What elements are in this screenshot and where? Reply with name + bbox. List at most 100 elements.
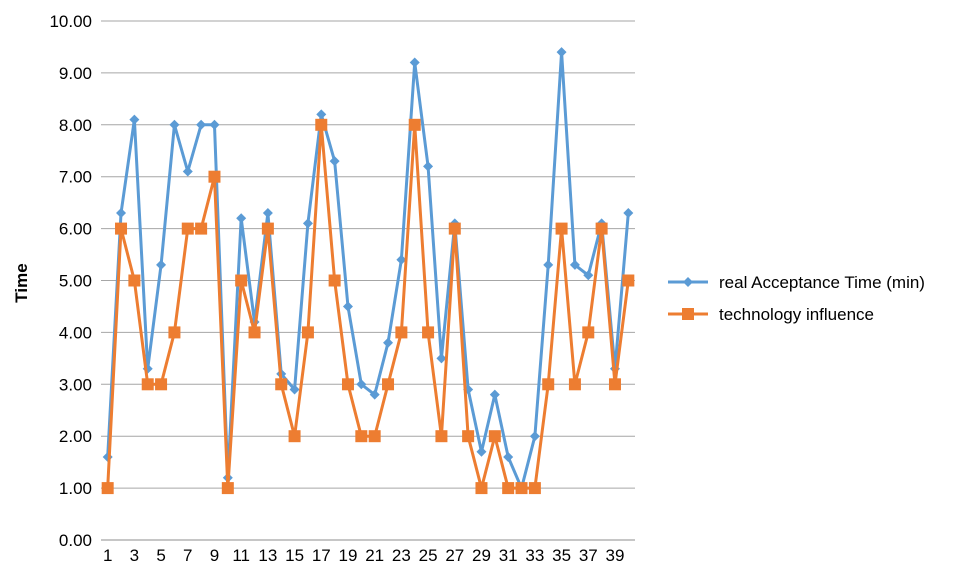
data-point-real-acceptance-time [262, 208, 273, 219]
x-tick-label: 23 [392, 546, 411, 565]
y-tick-label: 10.00 [49, 12, 92, 31]
legend-marker-technology-influence [682, 308, 694, 320]
y-tick-label: 4.00 [59, 323, 92, 342]
x-tick-label: 33 [525, 546, 544, 565]
data-point-real-acceptance-time [116, 208, 127, 219]
data-point-technology-influence [595, 222, 608, 235]
data-point-technology-influence [355, 430, 368, 443]
data-point-real-acceptance-time [329, 156, 340, 167]
data-point-real-acceptance-time [302, 218, 313, 229]
y-tick-label: 1.00 [59, 479, 92, 498]
x-tick-label: 37 [579, 546, 598, 565]
data-point-real-acceptance-time [503, 451, 514, 462]
data-point-real-acceptance-time [369, 389, 380, 400]
legend-label-technology-influence: technology influence [719, 305, 874, 324]
y-tick-label: 2.00 [59, 427, 92, 446]
data-point-real-acceptance-time [289, 384, 300, 395]
x-tick-label: 35 [552, 546, 571, 565]
x-tick-label: 1 [103, 546, 112, 565]
data-point-technology-influence [221, 482, 234, 495]
data-point-real-acceptance-time [543, 259, 554, 270]
data-point-technology-influence [435, 430, 448, 443]
x-tick-label: 31 [499, 546, 518, 565]
data-point-real-acceptance-time [236, 213, 247, 224]
data-point-technology-influence [462, 430, 475, 443]
x-tick-label: 13 [258, 546, 277, 565]
data-point-technology-influence [208, 170, 221, 183]
data-point-technology-influence [555, 222, 568, 235]
data-point-real-acceptance-time [396, 254, 407, 265]
data-point-technology-influence [475, 482, 488, 495]
data-point-technology-influence [155, 378, 168, 391]
data-point-technology-influence [101, 482, 114, 495]
data-point-technology-influence [422, 326, 435, 339]
data-point-technology-influence [128, 274, 141, 287]
y-tick-label: 5.00 [59, 272, 92, 291]
x-tick-label: 3 [130, 546, 139, 565]
series-line-technology-influence [106, 123, 630, 490]
data-point-technology-influence [248, 326, 261, 339]
series-line-real-acceptance-time [106, 50, 630, 490]
data-point-technology-influence [195, 222, 208, 235]
data-point-technology-influence [608, 378, 621, 391]
x-tick-label: 19 [339, 546, 358, 565]
y-tick-label: 0.00 [59, 531, 92, 550]
legend-marker-real-acceptance-time [683, 277, 693, 287]
x-tick-label: 9 [210, 546, 219, 565]
data-point-technology-influence [502, 482, 515, 495]
data-point-technology-influence [515, 482, 528, 495]
data-point-real-acceptance-time [342, 301, 353, 312]
data-point-technology-influence [368, 430, 381, 443]
data-point-real-acceptance-time [316, 109, 327, 120]
data-point-technology-influence [301, 326, 314, 339]
data-point-technology-influence [582, 326, 595, 339]
data-point-real-acceptance-time [556, 47, 567, 58]
data-point-technology-influence [181, 222, 194, 235]
data-point-technology-influence [568, 378, 581, 391]
x-tick-label: 25 [419, 546, 438, 565]
x-tick-label: 29 [472, 546, 491, 565]
x-tick-label: 15 [285, 546, 304, 565]
data-point-real-acceptance-time [623, 208, 634, 219]
data-point-technology-influence [261, 222, 274, 235]
data-point-real-acceptance-time [436, 353, 447, 364]
y-tick-label: 6.00 [59, 220, 92, 239]
data-point-real-acceptance-time [182, 166, 193, 177]
data-point-real-acceptance-time [356, 379, 367, 390]
data-point-real-acceptance-time [156, 259, 167, 270]
x-tick-label: 27 [445, 546, 464, 565]
data-point-real-acceptance-time [529, 431, 540, 442]
data-point-technology-influence [115, 222, 128, 235]
y-axis-title: Time [12, 263, 31, 302]
data-point-real-acceptance-time [383, 337, 394, 348]
y-tick-label: 7.00 [59, 168, 92, 187]
data-point-technology-influence [235, 274, 248, 287]
data-point-real-acceptance-time [569, 259, 580, 270]
data-point-technology-influence [168, 326, 181, 339]
data-point-real-acceptance-time [476, 446, 487, 457]
y-tick-label: 9.00 [59, 64, 92, 83]
data-point-real-acceptance-time [583, 270, 594, 281]
y-axis-tick-labels: 0.00 1.00 2.00 3.00 4.00 5.00 6.00 7.00 8.00 9.00… [49, 12, 92, 550]
x-tick-label: 7 [183, 546, 192, 565]
data-point-technology-influence [382, 378, 395, 391]
data-point-real-acceptance-time [409, 57, 420, 68]
data-point-technology-influence [448, 222, 461, 235]
data-point-technology-influence [141, 378, 154, 391]
data-point-real-acceptance-time [209, 119, 220, 130]
x-tick-label: 39 [606, 546, 625, 565]
data-point-technology-influence [528, 482, 541, 495]
x-tick-label: 21 [365, 546, 384, 565]
x-tick-label: 11 [232, 546, 250, 565]
data-point-real-acceptance-time [489, 389, 500, 400]
data-point-real-acceptance-time [169, 119, 180, 130]
data-point-real-acceptance-time [423, 161, 434, 172]
data-point-real-acceptance-time [196, 119, 207, 130]
data-point-technology-influence [288, 430, 301, 443]
data-point-real-acceptance-time [129, 114, 140, 125]
y-tick-label: 3.00 [59, 375, 92, 394]
legend-label-real-acceptance-time: real Acceptance Time (min) [719, 273, 925, 292]
series-layer [101, 47, 635, 495]
x-tick-label: 5 [156, 546, 165, 565]
data-point-technology-influence [542, 378, 555, 391]
